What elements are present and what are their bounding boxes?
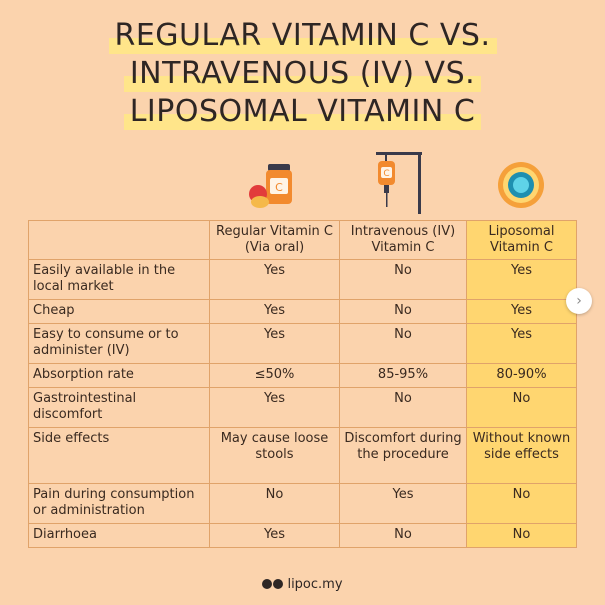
carousel-next-button[interactable]: › bbox=[566, 288, 592, 314]
table-row: Easily available in the local market Yes… bbox=[28, 259, 577, 300]
instagram-icon bbox=[273, 579, 284, 589]
cell-regular: Yes bbox=[209, 323, 340, 364]
table-row: Absorption rate ≤50% 85-95% 80-90% bbox=[28, 363, 577, 388]
cell-liposomal: No bbox=[466, 483, 577, 524]
table-row: Diarrhoea Yes No No bbox=[28, 523, 577, 548]
title-line-2: INTRAVENOUS (IV) VS. bbox=[123, 56, 482, 92]
header-iv: Intravenous (IV) Vitamin C bbox=[339, 220, 467, 260]
title-block: REGULAR VITAMIN C VS. INTRAVENOUS (IV) V… bbox=[0, 18, 605, 132]
footer: lipoc.my bbox=[0, 577, 605, 593]
cell-iv: No bbox=[339, 299, 467, 324]
header-regular: Regular Vitamin C (Via oral) bbox=[209, 220, 340, 260]
header-blank bbox=[28, 220, 210, 260]
cell-iv: No bbox=[339, 387, 467, 428]
facebook-icon bbox=[262, 579, 273, 589]
table-row: Cheap Yes No Yes bbox=[28, 299, 577, 324]
cell-iv: No bbox=[339, 523, 467, 548]
row-label: Diarrhoea bbox=[28, 523, 210, 548]
row-label: Easily available in the local market bbox=[28, 259, 210, 300]
social-icons bbox=[262, 578, 284, 593]
cell-regular: May cause loose stools bbox=[209, 427, 340, 484]
footer-handle: lipoc.my bbox=[287, 577, 343, 592]
row-label: Pain during consumption or administratio… bbox=[28, 483, 210, 524]
iv-drip-icon: C bbox=[376, 152, 422, 214]
liposome-icon bbox=[498, 162, 544, 208]
row-label: Gastrointestinal discomfort bbox=[28, 387, 210, 428]
svg-text:C: C bbox=[383, 169, 389, 179]
row-label: Cheap bbox=[28, 299, 210, 324]
table-row: Pain during consumption or administratio… bbox=[28, 483, 577, 524]
cell-regular: No bbox=[209, 483, 340, 524]
cell-iv: No bbox=[339, 323, 467, 364]
cell-liposomal: Without known side effects bbox=[466, 427, 577, 484]
row-label: Absorption rate bbox=[28, 363, 210, 388]
cell-regular: Yes bbox=[209, 387, 340, 428]
cell-iv: Discomfort during the procedure bbox=[339, 427, 467, 484]
table-row: Gastrointestinal discomfort Yes No No bbox=[28, 387, 577, 428]
comparison-table: Regular Vitamin C (Via oral) Intravenous… bbox=[28, 220, 577, 548]
cell-liposomal: Yes bbox=[466, 323, 577, 364]
header-row: Regular Vitamin C (Via oral) Intravenous… bbox=[28, 220, 577, 260]
row-label: Side effects bbox=[28, 427, 210, 484]
row-label: Easy to consume or to administer (IV) bbox=[28, 323, 210, 364]
pill-bottle-icon: C bbox=[249, 164, 292, 208]
svg-text:C: C bbox=[275, 181, 283, 194]
cell-regular: ≤50% bbox=[209, 363, 340, 388]
cell-regular: Yes bbox=[209, 523, 340, 548]
cell-liposomal: Yes bbox=[466, 259, 577, 300]
title-line-1: REGULAR VITAMIN C VS. bbox=[108, 18, 497, 54]
cell-liposomal: No bbox=[466, 387, 577, 428]
table-row: Easy to consume or to administer (IV) Ye… bbox=[28, 323, 577, 364]
cell-iv: 85-95% bbox=[339, 363, 467, 388]
icon-row: C C bbox=[0, 150, 605, 216]
header-liposomal: Liposomal Vitamin C bbox=[466, 220, 577, 260]
cell-liposomal: No bbox=[466, 523, 577, 548]
cell-regular: Yes bbox=[209, 259, 340, 300]
cell-iv: No bbox=[339, 259, 467, 300]
title-line-3: LIPOSOMAL VITAMIN C bbox=[123, 94, 482, 130]
cell-regular: Yes bbox=[209, 299, 340, 324]
cell-liposomal: 80-90% bbox=[466, 363, 577, 388]
chevron-right-icon: › bbox=[576, 293, 582, 309]
cell-liposomal: Yes bbox=[466, 299, 577, 324]
table-row: Side effects May cause loose stools Disc… bbox=[28, 427, 577, 484]
cell-iv: Yes bbox=[339, 483, 467, 524]
